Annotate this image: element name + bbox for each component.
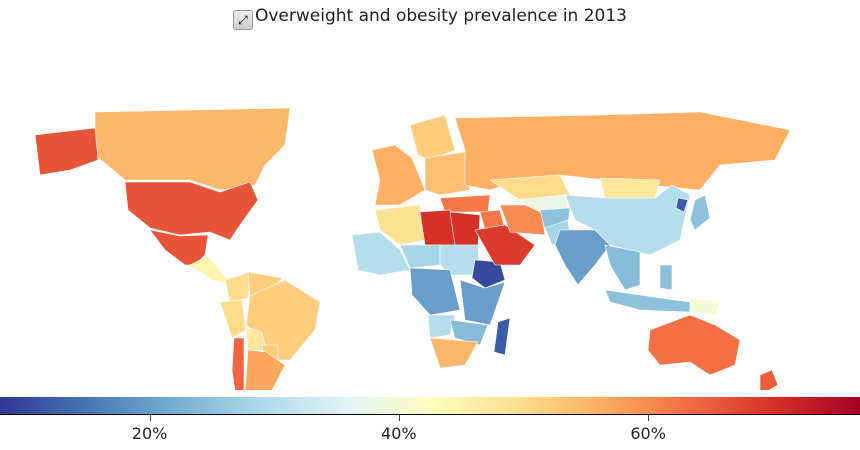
region-chile[interactable] (231, 337, 250, 390)
colorbar-tick-label: 60% (630, 424, 666, 443)
colorbar-tick (149, 415, 151, 421)
region-kazakhstan[interactable] (489, 174, 571, 201)
region-algeria[interactable] (374, 204, 426, 246)
region-canada[interactable] (94, 107, 291, 191)
title-text: Overweight and obesity prevalence in 201… (254, 6, 628, 26)
region-japan[interactable] (689, 194, 711, 231)
region-india[interactable] (554, 229, 611, 286)
colorbar-tick-label: 40% (381, 424, 417, 443)
chart-title: ⤢ Overweight and obesity prevalence in 20… (0, 6, 860, 30)
region-sudan[interactable] (439, 244, 481, 276)
region-southeast-asia[interactable] (604, 244, 641, 291)
region-scandinavia[interactable] (409, 114, 456, 161)
region-alaska-usa[interactable] (34, 127, 99, 176)
region-brazil[interactable] (245, 279, 321, 361)
region-eastern-europe[interactable] (424, 151, 471, 196)
colorbar-tick (648, 415, 650, 421)
region-russia[interactable] (454, 111, 791, 191)
region-central-africa[interactable] (409, 267, 461, 316)
region-argentina[interactable] (244, 349, 286, 390)
region-new-zealand[interactable] (759, 369, 779, 390)
region-colombia[interactable] (224, 271, 251, 303)
region-central-america[interactable] (189, 255, 231, 286)
colorbar-tick-label: 20% (131, 424, 168, 443)
region-east-africa[interactable] (459, 279, 506, 326)
region-north-korea[interactable] (675, 197, 689, 213)
region-mongolia[interactable] (599, 177, 661, 199)
region-philippines[interactable] (659, 264, 673, 291)
region-southern-africa[interactable] (449, 319, 489, 346)
region-papua-new-guinea[interactable] (689, 297, 721, 316)
region-libya[interactable] (419, 209, 456, 246)
colorbar-tick (398, 415, 400, 421)
region-saudi-arabia[interactable] (474, 224, 536, 266)
region-australia[interactable] (647, 314, 741, 376)
region-south-africa[interactable] (429, 337, 479, 369)
region-angola[interactable] (427, 314, 456, 339)
region-egypt[interactable] (449, 211, 481, 246)
region-peru[interactable] (219, 299, 247, 339)
world-map (34, 107, 791, 390)
region-mexico[interactable] (149, 229, 209, 266)
region-usa[interactable] (124, 181, 259, 241)
region-indonesia[interactable] (604, 289, 691, 313)
colorbar (0, 397, 860, 415)
expand-arrows-icon[interactable]: ⤢ (232, 10, 253, 30)
region-turkey[interactable] (439, 194, 491, 213)
region-madagascar[interactable] (493, 317, 511, 356)
region-china[interactable] (564, 184, 691, 256)
region-western-europe[interactable] (371, 144, 426, 206)
